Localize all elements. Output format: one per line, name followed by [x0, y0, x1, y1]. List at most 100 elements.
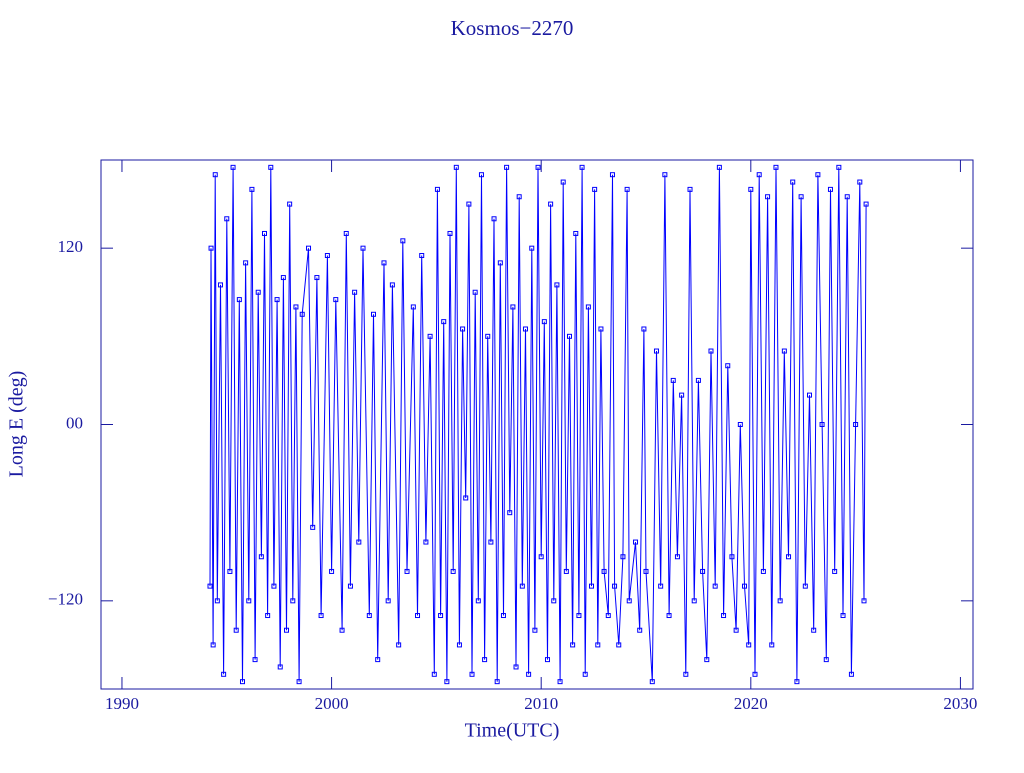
- data-point: [347, 583, 353, 589]
- data-point: [585, 304, 591, 310]
- data-point: [500, 613, 506, 619]
- data-point: [666, 613, 672, 619]
- data-point: [579, 164, 585, 170]
- data-point: [576, 613, 582, 619]
- data-point: [798, 194, 804, 200]
- data-point: [582, 671, 588, 677]
- data-point: [460, 326, 466, 332]
- data-point: [765, 194, 771, 200]
- data-point: [605, 613, 611, 619]
- data-point: [224, 216, 230, 222]
- data-point: [396, 642, 402, 648]
- data-point: [284, 627, 290, 633]
- data-point: [708, 348, 714, 354]
- data-point: [221, 671, 227, 677]
- x-tick-label: 1990: [105, 694, 139, 713]
- data-point: [478, 172, 484, 178]
- data-point: [516, 194, 522, 200]
- data-point: [598, 326, 604, 332]
- data-point: [712, 583, 718, 589]
- data-point: [375, 657, 381, 663]
- data-point: [541, 319, 547, 325]
- data-point: [861, 598, 867, 604]
- data-point: [832, 568, 838, 574]
- data-point: [507, 510, 513, 516]
- data-point: [612, 583, 618, 589]
- data-point: [695, 377, 701, 383]
- data-point: [592, 186, 598, 192]
- x-axis-label: Time(UTC): [465, 720, 560, 742]
- data-point: [329, 568, 335, 574]
- data-point: [756, 172, 762, 178]
- data-point: [601, 568, 607, 574]
- data-point: [469, 671, 475, 677]
- data-point: [208, 245, 214, 251]
- data-point: [848, 671, 854, 677]
- data-point: [381, 260, 387, 266]
- data-point: [274, 297, 280, 303]
- data-point: [704, 657, 710, 663]
- data-point: [811, 627, 817, 633]
- data-point: [343, 230, 349, 236]
- x-tick-label: 2000: [315, 694, 349, 713]
- data-point: [230, 164, 236, 170]
- y-tick-label: −120: [48, 590, 83, 609]
- data-point: [431, 671, 437, 677]
- data-point: [472, 289, 478, 295]
- data-point: [423, 539, 429, 545]
- data-point: [752, 671, 758, 677]
- data-point: [239, 679, 245, 685]
- y-tick-label: 120: [58, 237, 84, 256]
- data-point: [626, 598, 632, 604]
- data-point: [863, 201, 869, 207]
- data-point: [844, 194, 850, 200]
- data-point: [570, 642, 576, 648]
- data-point: [557, 679, 563, 685]
- data-point: [538, 554, 544, 560]
- data-point: [314, 275, 320, 281]
- data-point: [277, 664, 283, 670]
- data-point: [450, 568, 456, 574]
- data-point: [560, 179, 566, 185]
- data-point: [781, 348, 787, 354]
- data-point: [616, 642, 622, 648]
- data-point: [389, 282, 395, 288]
- data-point: [280, 275, 286, 281]
- data-point: [777, 598, 783, 604]
- data-point: [488, 539, 494, 545]
- data-point: [595, 642, 601, 648]
- data-point: [212, 172, 218, 178]
- data-point: [716, 164, 722, 170]
- data-point: [293, 304, 299, 310]
- data-point: [339, 627, 345, 633]
- chart-title: Kosmos−2270: [451, 16, 574, 40]
- data-point: [290, 598, 296, 604]
- data-point: [491, 216, 497, 222]
- data-point: [566, 333, 572, 339]
- data-point: [497, 260, 503, 266]
- data-point: [217, 282, 223, 288]
- data-point: [296, 679, 302, 685]
- data-point: [836, 164, 842, 170]
- data-point: [207, 583, 213, 589]
- data-point: [447, 230, 453, 236]
- y-tick-label: 00: [66, 413, 83, 432]
- data-point: [807, 392, 812, 398]
- x-tick-label: 2020: [734, 694, 768, 713]
- x-tick-label: 2030: [943, 694, 977, 713]
- data-point: [324, 253, 330, 259]
- data-point: [526, 671, 532, 677]
- data-point: [287, 201, 293, 207]
- data-point: [227, 568, 233, 574]
- data-point: [573, 230, 579, 236]
- data-point: [333, 297, 339, 303]
- data-point: [243, 260, 249, 266]
- data-point: [246, 598, 252, 604]
- data-point: [310, 524, 316, 530]
- data-point: [504, 164, 510, 170]
- data-point: [670, 377, 676, 383]
- data-point: [620, 554, 626, 560]
- data-point: [637, 627, 643, 633]
- y-axis-label: Long E (deg): [6, 371, 28, 478]
